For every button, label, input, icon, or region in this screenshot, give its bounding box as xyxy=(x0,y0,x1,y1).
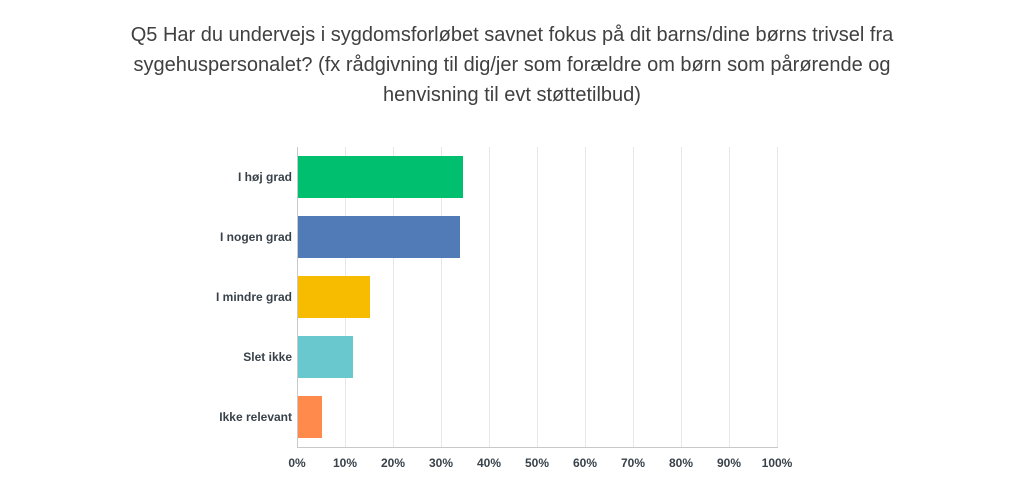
category-label: Slet ikke xyxy=(243,350,292,364)
category-label: I høj grad xyxy=(238,170,292,184)
chart-title-line-2: sygehuspersonalet? (fx rådgivning til di… xyxy=(133,54,891,76)
bar xyxy=(298,336,354,378)
x-tick-label: 90% xyxy=(716,456,742,470)
x-tick-label: 60% xyxy=(572,456,598,470)
bar xyxy=(298,156,463,198)
category-label: Ikke relevant xyxy=(219,410,292,424)
bar xyxy=(298,276,370,318)
chart-title-line-3: henvisning til evt støttetilbud) xyxy=(383,84,641,106)
bar xyxy=(298,216,460,258)
bar-row xyxy=(298,147,778,207)
x-tick-label: 70% xyxy=(620,456,646,470)
x-tick-label: 10% xyxy=(332,456,358,470)
x-tick-label: 0% xyxy=(288,456,306,470)
bar-row xyxy=(298,207,778,267)
bar xyxy=(298,396,323,438)
bar-row xyxy=(298,267,778,327)
x-tick-label: 30% xyxy=(428,456,454,470)
x-tick-label: 100% xyxy=(761,456,793,470)
category-axis-labels: I høj grad I nogen grad I mindre grad Slet … xyxy=(60,147,292,447)
x-tick-label: 40% xyxy=(476,456,502,470)
x-tick-label: 20% xyxy=(380,456,406,470)
x-axis-tick-labels: 0% 10% 20% 30% 40% 50% 60% 70% 80% 90% 100% xyxy=(288,456,792,472)
x-tick-label: 50% xyxy=(524,456,550,470)
category-label: I nogen grad xyxy=(220,230,292,244)
x-tick-label: 80% xyxy=(668,456,694,470)
category-label: I mindre grad xyxy=(215,290,292,304)
plot-area xyxy=(297,147,778,448)
bar-row xyxy=(298,387,778,447)
bar-row xyxy=(298,327,778,387)
chart-title-line-1: Q5 Har du undervejs i sygdomsforløbet sa… xyxy=(130,24,894,46)
chart-title: Q5 Har du undervejs i sygdomsforløbet sa… xyxy=(0,20,1024,110)
